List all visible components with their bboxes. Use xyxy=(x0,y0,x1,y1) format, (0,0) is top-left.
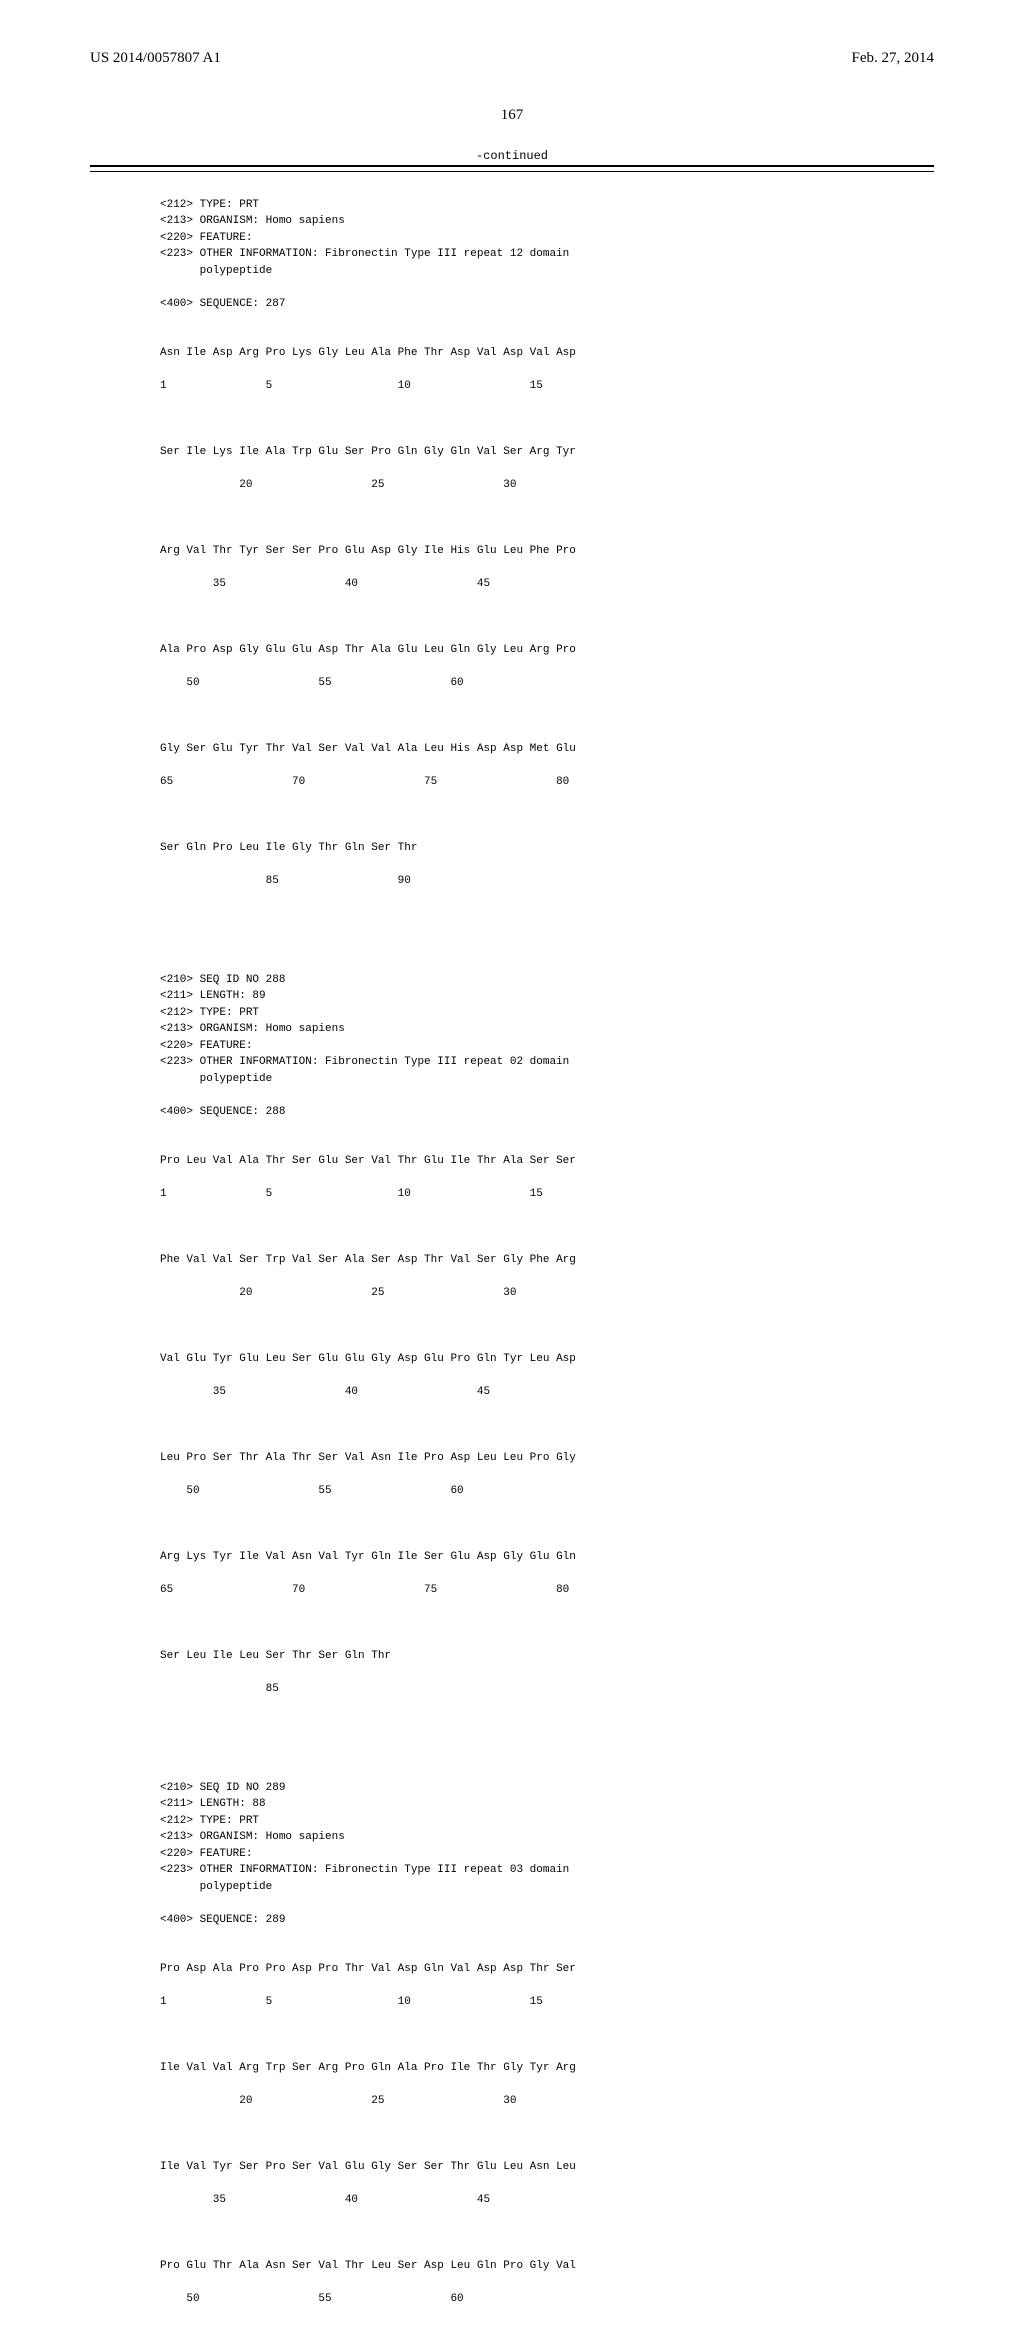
seq-287-num-5: 65 70 75 80 xyxy=(160,774,934,791)
seq-287-line-4: Ala Pro Asp Gly Glu Glu Asp Thr Ala Glu … xyxy=(160,642,934,659)
seq-288-line-2: Phe Val Val Ser Trp Val Ser Ala Ser Asp … xyxy=(160,1252,934,1269)
seq-288-line-1: Pro Leu Val Ala Thr Ser Glu Ser Val Thr … xyxy=(160,1153,934,1170)
page-number: 167 xyxy=(90,107,934,124)
seq-287-num-2: 20 25 30 xyxy=(160,477,934,494)
seq-288-meta: <210> SEQ ID NO 288 <211> LENGTH: 89 <21… xyxy=(160,972,934,1121)
seq-287-num-3: 35 40 45 xyxy=(160,576,934,593)
seq-289-line-3: Ile Val Tyr Ser Pro Ser Val Glu Gly Ser … xyxy=(160,2159,934,2176)
seq-288-line-3: Val Glu Tyr Glu Leu Ser Glu Glu Gly Asp … xyxy=(160,1351,934,1368)
seq-287-line-3: Arg Val Thr Tyr Ser Ser Pro Glu Asp Gly … xyxy=(160,543,934,560)
seq-288-num-1: 1 5 10 15 xyxy=(160,1186,934,1203)
seq-287-num-4: 50 55 60 xyxy=(160,675,934,692)
seq-288-num-4: 50 55 60 xyxy=(160,1483,934,1500)
seq-288-num-6: 85 xyxy=(160,1681,934,1698)
page-header: US 2014/0057807 A1 Feb. 27, 2014 xyxy=(90,50,934,67)
seq-287-line-6: Ser Gln Pro Leu Ile Gly Thr Gln Ser Thr xyxy=(160,840,934,857)
seq-287-num-6: 85 90 xyxy=(160,873,934,890)
seq-288-num-2: 20 25 30 xyxy=(160,1285,934,1302)
patent-page: US 2014/0057807 A1 Feb. 27, 2014 167 -co… xyxy=(0,0,1024,1320)
seq-288-line-4: Leu Pro Ser Thr Ala Thr Ser Val Asn Ile … xyxy=(160,1450,934,1467)
publication-number: US 2014/0057807 A1 xyxy=(90,50,221,67)
seq-289-num-1: 1 5 10 15 xyxy=(160,1994,934,2011)
continued-label: -continued xyxy=(90,149,934,163)
seq-289-line-4: Pro Glu Thr Ala Asn Ser Val Thr Leu Ser … xyxy=(160,2258,934,2275)
publication-date: Feb. 27, 2014 xyxy=(852,50,935,67)
seq-289-line-2: Ile Val Val Arg Trp Ser Arg Pro Gln Ala … xyxy=(160,2060,934,2077)
seq-287-meta: <212> TYPE: PRT <213> ORGANISM: Homo sap… xyxy=(160,197,934,313)
seq-287-num-1: 1 5 10 15 xyxy=(160,378,934,395)
seq-289-meta: <210> SEQ ID NO 289 <211> LENGTH: 88 <21… xyxy=(160,1780,934,1929)
seq-289-num-3: 35 40 45 xyxy=(160,2192,934,2209)
seq-289-num-2: 20 25 30 xyxy=(160,2093,934,2110)
seq-287-line-5: Gly Ser Glu Tyr Thr Val Ser Val Val Ala … xyxy=(160,741,934,758)
seq-287-line-2: Ser Ile Lys Ile Ala Trp Glu Ser Pro Gln … xyxy=(160,444,934,461)
seq-289-line-1: Pro Asp Ala Pro Pro Asp Pro Thr Val Asp … xyxy=(160,1961,934,1978)
seq-288-line-5: Arg Lys Tyr Ile Val Asn Val Tyr Gln Ile … xyxy=(160,1549,934,1566)
section-rule xyxy=(90,165,934,172)
seq-288-num-3: 35 40 45 xyxy=(160,1384,934,1401)
seq-288-num-5: 65 70 75 80 xyxy=(160,1582,934,1599)
sequence-listing: <212> TYPE: PRT <213> ORGANISM: Homo sap… xyxy=(160,180,934,2340)
seq-289-num-4: 50 55 60 xyxy=(160,2291,934,2308)
seq-288-line-6: Ser Leu Ile Leu Ser Thr Ser Gln Thr xyxy=(160,1648,934,1665)
seq-287-line-1: Asn Ile Asp Arg Pro Lys Gly Leu Ala Phe … xyxy=(160,345,934,362)
